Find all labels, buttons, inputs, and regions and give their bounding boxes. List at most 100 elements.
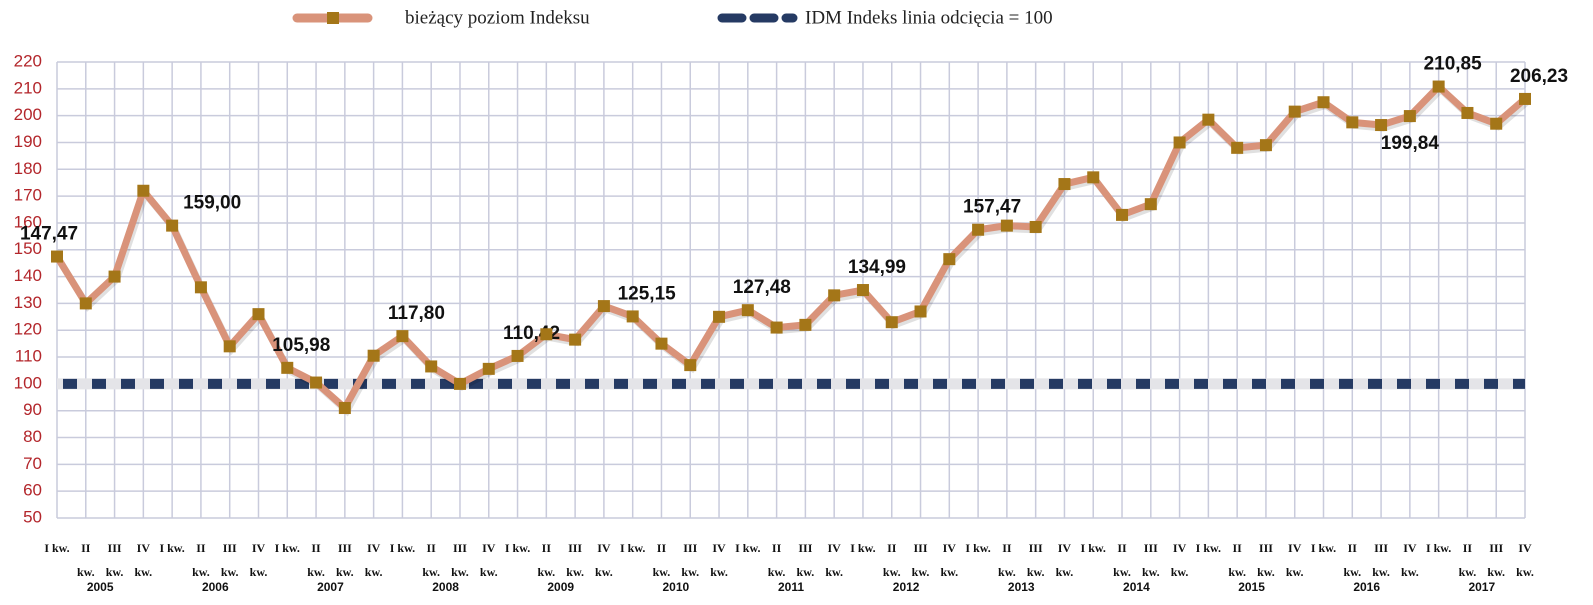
marker [223,340,236,353]
x-tick-label: II kw. [1113,541,1131,579]
year-label: 2015 [1238,580,1265,594]
y-tick-label: 200 [14,105,42,124]
marker [1087,171,1100,184]
marker [252,308,265,321]
marker [511,349,524,362]
marker [856,284,869,297]
year-label: 2010 [662,580,690,594]
marker [281,361,294,374]
x-tick-label: IV kw. [1055,541,1074,579]
x-tick-label: I kw. [44,541,70,555]
marker [367,349,380,362]
x-tick-label: II kw. [1458,541,1477,579]
y-tick-label: 210 [14,78,42,97]
legend-label: bieżący poziom Indeksu [405,7,590,28]
x-tick-label: III kw. [335,541,354,579]
marker [51,250,63,263]
x-tick-label: IV kw. [1285,541,1304,579]
year-label: 2012 [892,580,920,594]
year-label: 2013 [1007,580,1035,594]
year-label: 2011 [777,580,805,594]
x-tick-label: II kw. [307,541,325,579]
marker [1202,113,1215,126]
x-tick-label: IV kw. [710,541,728,579]
marker [1144,198,1157,211]
data-label: 147,47 [20,224,78,245]
year-label: 2005 [86,580,114,594]
x-tick-label: IV kw. [249,541,268,579]
marker [741,304,754,317]
x-tick-label: IV kw. [595,541,613,579]
x-tick-label: III kw. [105,541,124,579]
y-tick-label: 180 [14,159,42,178]
data-label: 210,85 [1424,54,1483,75]
marker [194,281,207,294]
marker [1231,141,1244,154]
x-tick-label: II kw. [422,541,441,579]
x-tick-label: I kw. [159,541,185,555]
y-tick-label: 50 [23,507,42,526]
year-label: 2017 [1468,580,1496,594]
legend-label: IDM Indeks linia odcięcia = 100 [805,7,1053,28]
data-label: 117,80 [388,303,445,324]
x-tick-label: I kw. [850,541,876,555]
marker [684,359,697,372]
marker [1000,219,1013,232]
y-tick-label: 120 [14,320,42,339]
marker [396,330,409,343]
marker [943,253,956,266]
x-tick-label: IV kw. [1401,541,1419,579]
marker [540,328,553,341]
marker [453,377,466,390]
marker [482,362,495,375]
marker [1375,119,1388,132]
legend-marker [327,12,339,24]
marker [597,300,610,313]
marker [799,318,812,331]
marker [79,297,92,310]
marker [713,310,726,323]
y-tick-label: 70 [23,454,42,473]
x-tick-label: IV kw. [134,541,153,579]
x-tick-label: IV kw. [825,541,844,579]
x-tick-label: III kw. [1026,541,1045,579]
year-label: 2008 [432,580,459,594]
x-tick-label: III kw. [1257,541,1275,579]
marker [137,184,150,197]
x-tick-label: IV kw. [479,541,498,579]
y-tick-label: 140 [14,266,42,285]
x-tick-label: II kw. [998,541,1016,579]
x-tick-label: I kw. [504,541,531,555]
series-line [54,83,1528,412]
x-tick-label: II kw. [192,541,210,579]
marker [770,321,783,334]
x-tick-label: III kw. [681,541,700,579]
x-tick-label: III kw. [451,541,469,579]
x-tick-label: IV kw. [940,541,959,579]
marker [108,270,121,283]
marker [655,337,668,350]
x-tick-label: I kw. [965,541,991,555]
marker [1432,80,1445,93]
y-tick-label: 60 [23,481,42,500]
marker [1259,139,1272,152]
marker [1317,96,1330,109]
marker [1519,92,1531,105]
x-tick-label: III kw. [1487,541,1506,579]
marker [885,316,898,329]
marker [569,333,582,346]
x-tick-label: III kw. [1141,541,1160,579]
data-label: 157,47 [963,197,1021,218]
x-tick-label: II kw. [537,541,556,579]
marker [1490,117,1503,130]
marker [425,360,438,373]
x-tick-label: II kw. [882,541,901,579]
x-tick-label: II kw. [76,541,95,579]
data-label: 134,99 [848,257,906,278]
marker [1403,110,1416,123]
x-tick-label: III kw. [911,541,930,579]
y-tick-label: 150 [14,239,42,258]
x-tick-label: II kw. [767,541,786,579]
y-tick-label: 190 [14,132,42,151]
x-tick-label: I kw. [1195,541,1222,555]
